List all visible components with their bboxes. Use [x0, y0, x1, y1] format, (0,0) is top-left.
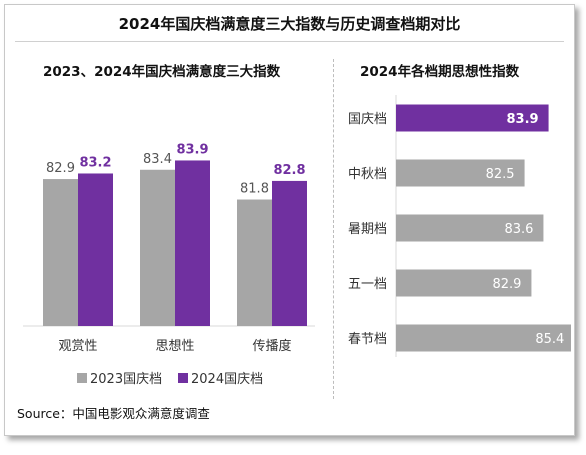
hbar-value-label: 83.9	[506, 112, 538, 127]
data-label-2023-1: 82.9	[46, 161, 75, 176]
title-rule	[15, 41, 564, 42]
hbar-value-label: 82.5	[486, 167, 515, 182]
hbar-value-label: 83.6	[504, 222, 533, 237]
x-tick-label: 思想性	[155, 338, 194, 354]
bar-2024-3	[272, 180, 307, 326]
legend-swatch-2023	[77, 373, 87, 383]
left-bar-chart: 82.9 83.2 观赏性 83.4 83.9 思想性 81.8 82.8 传播度 2023国庆档…	[23, 142, 315, 387]
y-tick-label: 春节档	[348, 332, 387, 347]
x-tick-label: 传播度	[252, 338, 291, 354]
chart-frame: 2024年国庆档满意度三大指数与历史调查档期对比 2023、2024年国庆档满意…	[4, 4, 575, 436]
chart-divider	[333, 59, 334, 399]
y-tick-label: 国庆档	[348, 112, 387, 127]
bar-2023-3	[237, 199, 272, 326]
hbar-5	[396, 324, 571, 352]
left-chart-title: 2023、2024年国庆档满意度三大指数	[43, 64, 281, 80]
bar-2024-2	[175, 160, 210, 326]
y-tick-label: 五一档	[348, 277, 387, 292]
hbar-2	[396, 159, 525, 187]
hbar-4	[396, 269, 532, 297]
x-tick-label: 观赏性	[58, 339, 97, 354]
right-bar-chart: 83.9 国庆档 82.5 中秋档 83.6 暑期档 82.9 五一档 85.4 春节档	[348, 95, 571, 357]
bar-2024-1	[78, 173, 113, 326]
legend-swatch-2024	[178, 373, 188, 383]
data-label-2024-1: 83.2	[79, 155, 111, 170]
right-chart-title: 2024年各档期思想性指数	[360, 64, 520, 80]
data-label-2023-3: 81.8	[240, 182, 269, 197]
data-label-2024-3: 82.8	[273, 163, 305, 178]
y-tick-label: 中秋档	[348, 167, 387, 182]
data-label-2023-2: 83.4	[143, 152, 172, 167]
hbar-value-label: 82.9	[492, 277, 521, 292]
source-note: Source：中国电影观众满意度调查	[17, 406, 210, 421]
hbar-value-label: 85.4	[535, 332, 564, 347]
data-label-2024-2: 83.9	[176, 142, 208, 157]
hbar-1	[396, 104, 549, 132]
main-title: 2024年国庆档满意度三大指数与历史调查档期对比	[118, 15, 461, 33]
y-tick-label: 暑期档	[348, 222, 387, 237]
legend-label-2023: 2023国庆档	[90, 372, 162, 387]
bar-2023-1	[43, 179, 78, 326]
bar-2023-2	[140, 169, 175, 326]
legend-label-2024: 2024国庆档	[191, 372, 263, 387]
hbar-3	[396, 214, 544, 242]
